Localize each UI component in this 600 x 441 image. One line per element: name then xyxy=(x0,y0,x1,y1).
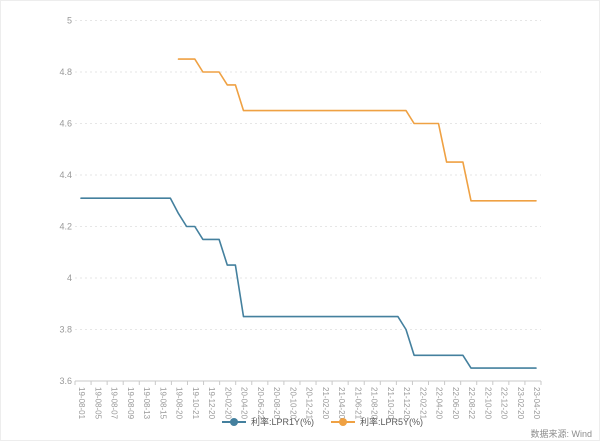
x-axis-tick-label: 22-04-20 xyxy=(435,387,444,420)
x-axis-tick-label: 21-02-20 xyxy=(321,387,330,420)
data-source-note: 数据来源: Wind xyxy=(530,429,592,439)
x-axis-tick-label: 20-10-20 xyxy=(288,387,297,420)
x-axis-tick-label: 19-08-07 xyxy=(110,387,119,420)
x-axis-tick-label: 19-08-05 xyxy=(93,387,102,420)
y-axis-tick-label: 4.4 xyxy=(59,170,72,180)
x-axis-tick-label: 22-02-21 xyxy=(418,387,427,420)
x-axis-tick-label: 22-08-22 xyxy=(467,387,476,420)
x-axis-tick-label: 20-08-20 xyxy=(272,387,281,420)
y-axis-tick-label: 4.6 xyxy=(59,119,72,129)
x-axis-tick-label: 21-04-20 xyxy=(337,387,346,420)
x-axis-tick-label: 19-10-21 xyxy=(191,387,200,420)
legend-label-lpr5y: 利率:LPR5Y(%) xyxy=(360,417,424,427)
line-series-icon xyxy=(221,418,246,426)
x-axis-tick-label: 20-12-21 xyxy=(305,387,314,420)
x-axis-tick-label: 21-12-20 xyxy=(402,387,411,420)
y-axis-tick-label: 4.2 xyxy=(59,222,72,232)
x-axis-tick-label: 20-02-20 xyxy=(223,387,232,420)
x-axis-tick-label: 19-08-09 xyxy=(126,387,135,420)
chart-legend: 利率:LPR1Y(%) 利率:LPR5Y(%) xyxy=(1,416,599,428)
line-series-icon xyxy=(331,418,355,426)
x-axis-tick-label: 20-04-20 xyxy=(240,387,249,420)
x-axis-tick-label: 19-08-15 xyxy=(158,387,167,420)
y-axis-tick-label: 3.6 xyxy=(59,376,72,386)
x-axis-tick-label: 19-08-13 xyxy=(142,387,151,420)
legend-label-lpr1y: 利率:LPR1Y(%) xyxy=(250,417,314,427)
x-axis-tick-label: 19-08-20 xyxy=(175,387,184,420)
x-axis-tick-label: 21-06-21 xyxy=(353,387,362,420)
x-axis-tick-label: 21-08-20 xyxy=(370,387,379,420)
x-axis-tick-label: 22-12-20 xyxy=(500,387,509,420)
x-axis-tick-label: 20-06-22 xyxy=(256,387,265,420)
x-axis-tick-label: 23-04-20 xyxy=(532,387,541,420)
x-axis-tick-label: 19-12-20 xyxy=(207,387,216,420)
legend-item-lpr1y[interactable]: 利率:LPR1Y(%) xyxy=(221,416,314,428)
x-axis-tick-label: 21-10-20 xyxy=(386,387,395,420)
x-axis-tick-label: 19-08-01 xyxy=(77,387,86,420)
x-axis-tick-label: 22-10-20 xyxy=(483,387,492,420)
y-axis-tick-label: 3.8 xyxy=(59,325,72,335)
legend-item-lpr5y[interactable]: 利率:LPR5Y(%) xyxy=(330,416,423,428)
y-axis-tick-label: 4 xyxy=(67,273,72,283)
y-axis-tick-label: 4.8 xyxy=(59,67,72,77)
series-line-lpr5y xyxy=(177,58,537,202)
series-line-lpr1y xyxy=(80,197,537,369)
y-axis-tick-label: 5 xyxy=(67,16,72,26)
x-axis-tick-label: 23-02-20 xyxy=(516,387,525,420)
x-axis-tick-label: 22-06-20 xyxy=(451,387,460,420)
